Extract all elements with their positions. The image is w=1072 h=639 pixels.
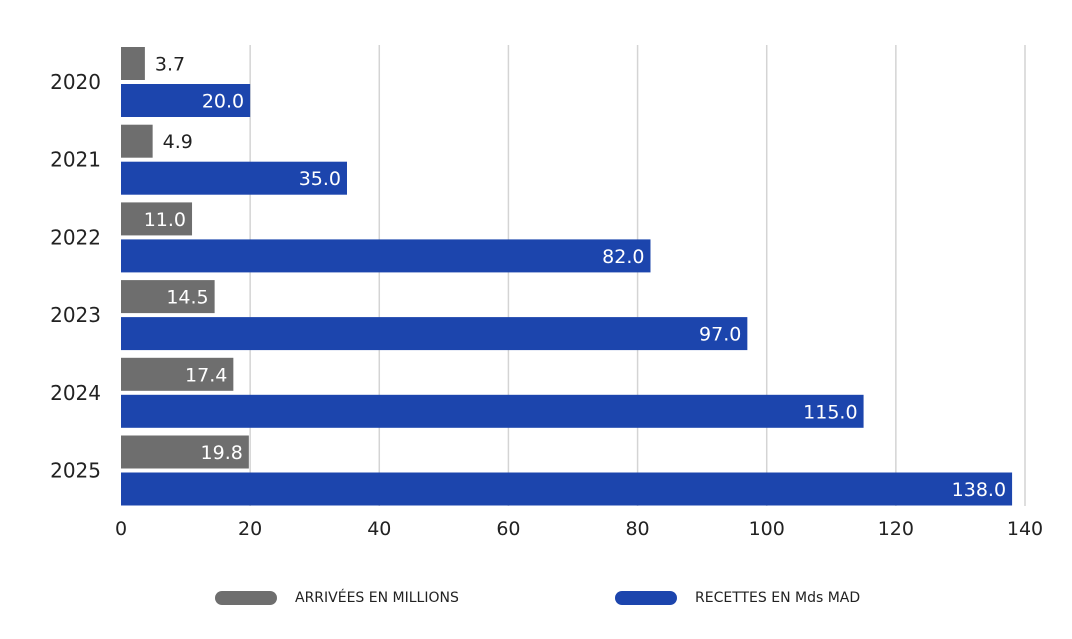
data-label: 19.8 xyxy=(201,442,243,464)
data-label: 138.0 xyxy=(952,479,1006,501)
data-label: 14.5 xyxy=(166,287,208,309)
x-tick-label: 120 xyxy=(878,518,914,540)
bar-recettes xyxy=(121,472,1013,506)
x-tick-label: 60 xyxy=(496,518,520,540)
bar-recettes xyxy=(121,84,251,117)
y-tick-label: 2021 xyxy=(50,148,101,172)
bars: 3.7 20.0 4.9 35.0 11.0 82.0 14.5 97.0 17.4 115.0 1… xyxy=(121,47,1013,506)
gridlines xyxy=(249,45,1026,506)
bar-arrivees xyxy=(121,202,193,236)
bar-recettes xyxy=(121,239,651,273)
data-label: 97.0 xyxy=(699,324,741,346)
bar-recettes xyxy=(121,394,864,428)
x-tick-label: 80 xyxy=(625,518,649,540)
legend-label-recettes: RECETTES EN Mds MAD xyxy=(695,590,861,606)
legend-item-arrivees: ARRIVÉES EN MILLIONS xyxy=(215,590,459,606)
bar-chart: 3.7 20.0 4.9 35.0 11.0 82.0 14.5 97.0 17.4 115.0 1… xyxy=(50,45,1043,540)
data-label: 115.0 xyxy=(803,401,857,423)
x-tick-label: 0 xyxy=(115,518,127,540)
y-tick-label: 2020 xyxy=(50,70,101,94)
data-label: 11.0 xyxy=(144,209,186,231)
bar-arrivees xyxy=(121,47,145,80)
x-tick-label: 140 xyxy=(1007,518,1043,540)
x-tick-label: 20 xyxy=(238,518,262,540)
x-tick-label: 40 xyxy=(367,518,391,540)
bar-arrivees xyxy=(121,280,215,314)
data-label: 20.0 xyxy=(202,91,244,113)
y-tick-label: 2023 xyxy=(50,303,101,327)
bar-recettes xyxy=(121,317,748,351)
bar-recettes xyxy=(121,161,347,195)
y-tick-label: 2025 xyxy=(50,459,101,483)
legend-label-arrivees: ARRIVÉES EN MILLIONS xyxy=(295,590,459,606)
y-axis-labels: 2020 2021 2022 2023 2024 2025 xyxy=(50,70,101,483)
bar-arrivees xyxy=(121,124,153,158)
data-label: 17.4 xyxy=(185,364,227,386)
y-tick-label: 2024 xyxy=(50,381,101,405)
legend-item-recettes: RECETTES EN Mds MAD xyxy=(615,590,860,606)
legend-swatch-arrivees xyxy=(215,591,277,605)
x-tick-label: 100 xyxy=(749,518,785,540)
data-label: 82.0 xyxy=(602,246,644,268)
bar-arrivees xyxy=(121,435,249,469)
x-axis-labels: 0 20 40 60 80 100 120 140 xyxy=(115,518,1043,540)
bar-arrivees xyxy=(121,357,234,391)
legend-swatch-recettes xyxy=(615,591,677,605)
data-label: 35.0 xyxy=(299,168,341,190)
data-label: 4.9 xyxy=(163,131,193,153)
y-tick-label: 2022 xyxy=(50,225,101,249)
data-label: 3.7 xyxy=(155,54,185,76)
